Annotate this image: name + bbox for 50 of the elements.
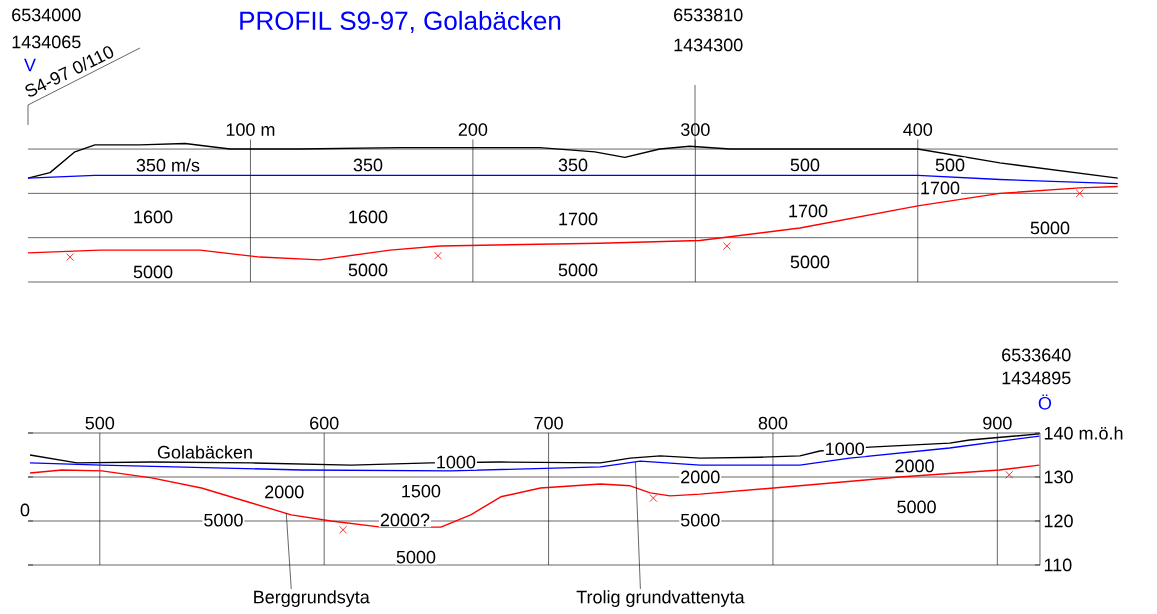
text: 1434895	[1002, 371, 1071, 385]
annotation: 500	[790, 158, 820, 172]
x-tick-label: 800	[758, 416, 788, 430]
annotation: 5000	[133, 265, 173, 279]
annotation: 5000	[1030, 221, 1070, 235]
text: 6534000	[12, 8, 81, 22]
x-tick-label: 500	[85, 416, 115, 430]
annotation: 5000	[680, 513, 720, 527]
x-tick-label: 900	[983, 416, 1012, 430]
x-tick-label: 700	[534, 416, 563, 430]
x-tick-label: 200	[458, 123, 488, 136]
x-tick-label: 400	[903, 123, 933, 136]
text: Ö	[1038, 394, 1052, 410]
annotation: Golabäcken	[157, 445, 252, 459]
y-tick-label: 130	[1044, 470, 1073, 484]
annotation: 0	[20, 503, 30, 517]
annotation: 1700	[559, 212, 598, 226]
y-tick-label: 120	[1044, 514, 1073, 528]
annotation: 2000	[895, 459, 934, 473]
text: 6533640	[1002, 348, 1071, 362]
annotation: 5000	[897, 500, 936, 514]
x-tick-label: 300	[681, 123, 710, 136]
annotation: 1000	[826, 442, 865, 456]
chart-title: PROFIL S9-97, Golabäcken	[240, 10, 561, 34]
annotation: 350 m/s	[136, 158, 200, 172]
x-tick-label: 100 m	[226, 123, 275, 136]
annotation: 2000	[681, 470, 720, 484]
annotation: 5000	[204, 513, 243, 527]
annotation: 5000	[790, 255, 830, 269]
annotation: 1700	[921, 181, 960, 195]
annotation: 5000	[558, 263, 598, 277]
annotation: 1500	[402, 484, 441, 498]
annotation: 350	[558, 158, 588, 172]
annotation: 5000	[396, 550, 436, 564]
annotation: 1600	[134, 210, 173, 224]
text: 6533810	[674, 8, 743, 22]
annotation: 1600	[349, 210, 388, 224]
y-tick-label: 140 m.ö.h	[1044, 426, 1123, 440]
annotation: Berggrundsyta	[254, 590, 370, 607]
annotation: 500	[935, 158, 965, 172]
annotation: 1000	[437, 455, 476, 469]
annotation: 2000	[265, 485, 304, 499]
annotation: Trolig grundvattenyta	[576, 590, 745, 607]
annotation: 2000?	[380, 513, 430, 527]
annotation: 1700	[789, 204, 828, 218]
annotation: 350	[353, 158, 383, 172]
annotation: 5000	[348, 263, 388, 277]
y-tick-label: 110	[1044, 558, 1072, 572]
text: 1434300	[674, 38, 743, 52]
x-tick-label: 600	[310, 416, 339, 430]
